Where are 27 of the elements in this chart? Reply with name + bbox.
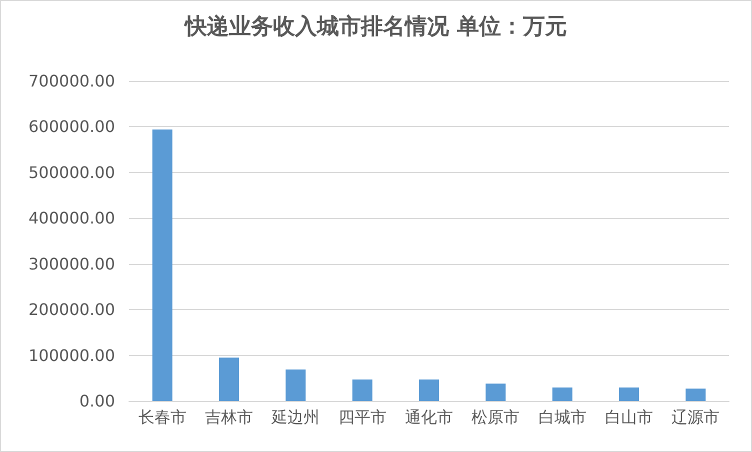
x-tick-label: 松原市 xyxy=(472,408,520,426)
chart-title: 快递业务收入城市排名情况 单位：万元 xyxy=(183,14,567,40)
bar xyxy=(352,380,372,401)
bar xyxy=(219,358,239,401)
bar xyxy=(286,369,306,401)
y-tick-label: 100000.00 xyxy=(28,346,115,365)
y-tick-label: 600000.00 xyxy=(28,117,115,136)
bar xyxy=(419,380,439,401)
bar xyxy=(152,129,172,401)
y-tick-label: 700000.00 xyxy=(28,72,115,90)
y-tick-label: 0.00 xyxy=(79,392,115,410)
x-tick-label: 通化市 xyxy=(405,408,453,426)
bar xyxy=(619,388,639,401)
y-tick-label: 300000.00 xyxy=(28,254,115,274)
bar xyxy=(486,384,506,401)
y-tick-label: 500000.00 xyxy=(28,162,115,182)
x-tick-label: 四平市 xyxy=(338,408,386,426)
x-tick-label: 长春市 xyxy=(138,408,186,426)
x-tick-label: 辽源市 xyxy=(672,408,720,426)
bar xyxy=(686,388,706,401)
x-tick-label: 延边州 xyxy=(270,408,320,426)
x-tick-label: 吉林市 xyxy=(205,408,253,426)
y-tick-label: 200000.00 xyxy=(28,300,115,320)
x-tick-label: 白城市 xyxy=(538,408,586,426)
x-tick-label: 白山市 xyxy=(605,408,653,426)
y-tick-label: 400000.00 xyxy=(28,208,115,228)
bar xyxy=(552,388,572,401)
